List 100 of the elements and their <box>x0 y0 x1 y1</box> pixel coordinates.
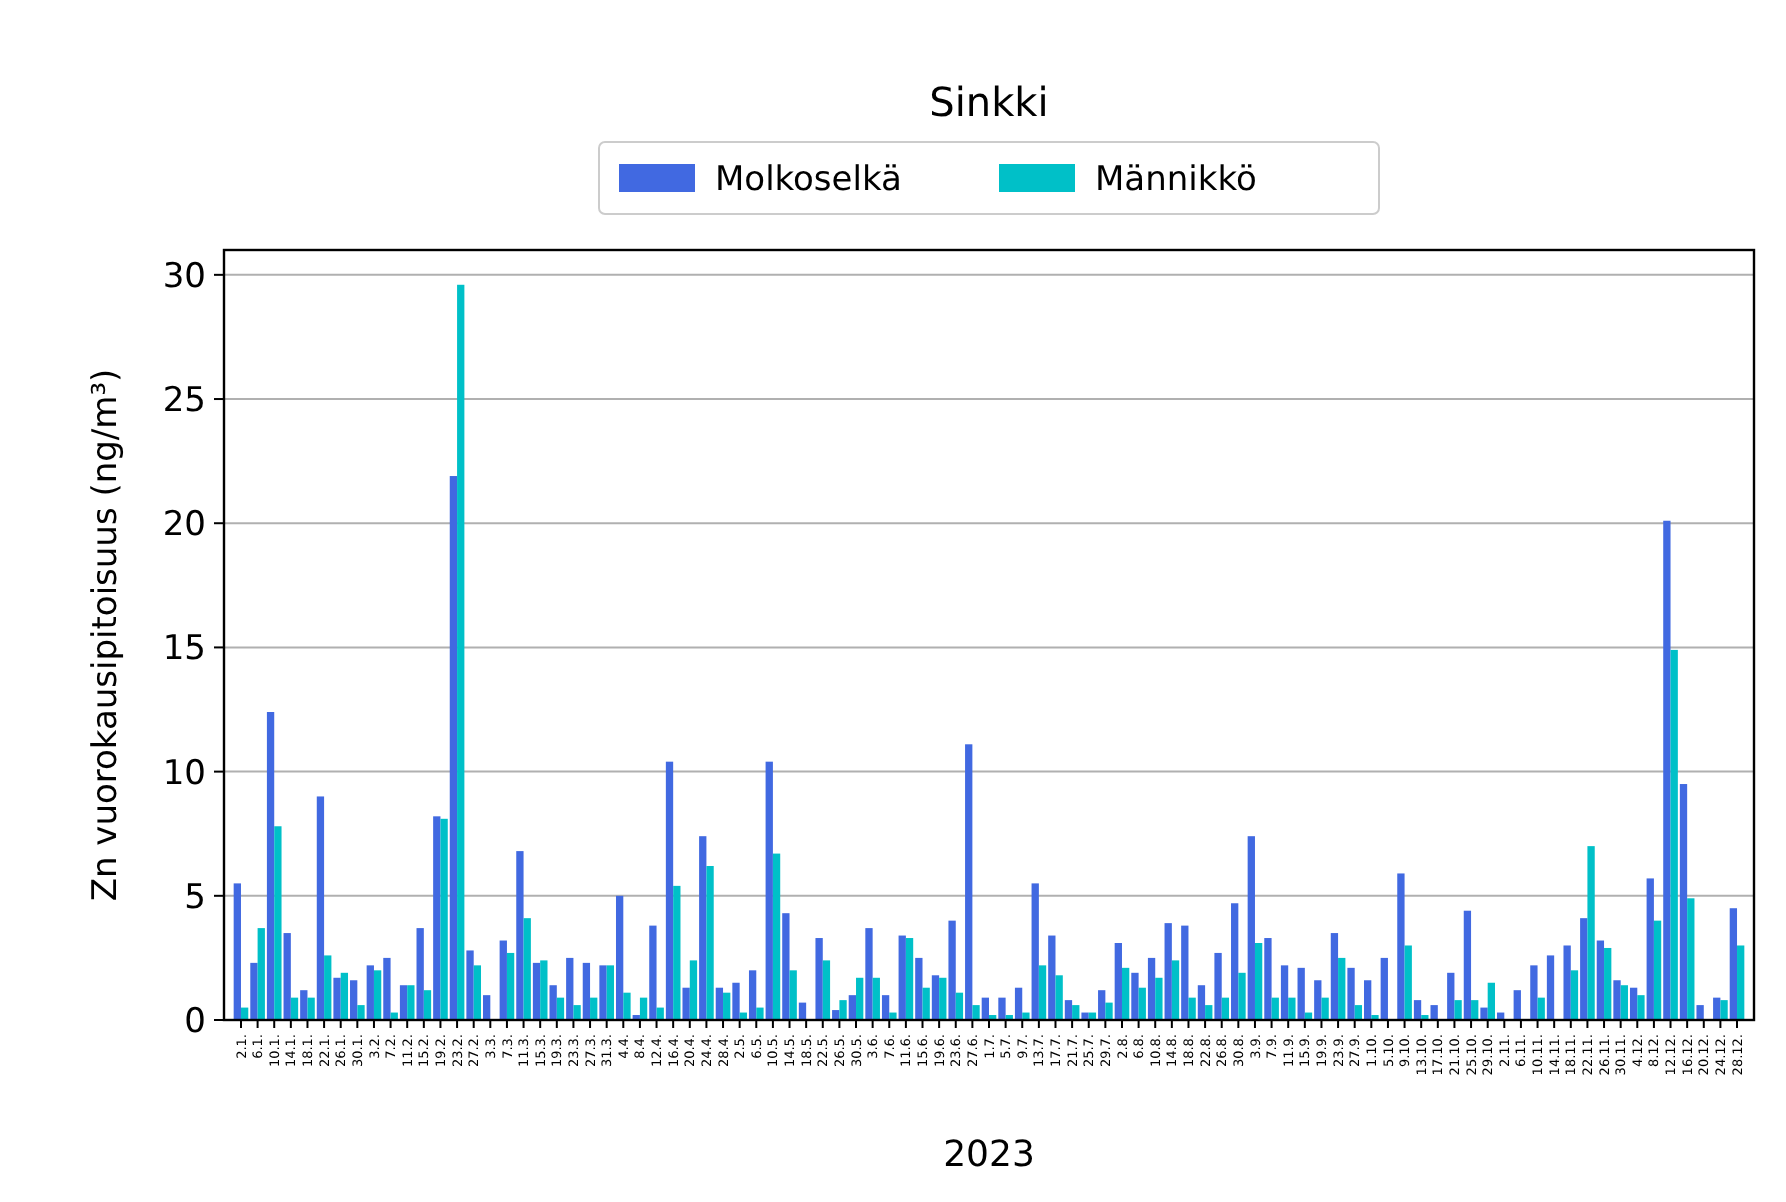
bar <box>383 957 391 1020</box>
bar <box>1380 957 1388 1020</box>
bar <box>699 836 707 1020</box>
bar <box>449 476 458 1020</box>
bar <box>1038 965 1047 1020</box>
bar <box>1663 520 1671 1020</box>
y-tick-label: 0 <box>184 1001 206 1042</box>
bar <box>1513 990 1521 1020</box>
bar <box>333 977 341 1020</box>
bar <box>1072 1005 1080 1020</box>
bar <box>357 1005 365 1020</box>
bar <box>566 957 574 1020</box>
bar <box>590 997 598 1020</box>
bar <box>922 987 930 1020</box>
bar <box>715 987 724 1020</box>
bar <box>1321 997 1329 1020</box>
bar <box>1537 997 1545 1020</box>
bar <box>732 982 740 1020</box>
bar <box>1737 945 1745 1020</box>
bar <box>340 972 349 1020</box>
bar <box>1105 1002 1113 1020</box>
bar <box>955 992 964 1020</box>
bar <box>1238 972 1246 1020</box>
bar <box>689 960 698 1020</box>
bar <box>1138 987 1146 1020</box>
bar <box>1171 960 1180 1020</box>
bar <box>1064 1000 1073 1020</box>
y-tick-label: 20 <box>162 505 206 546</box>
bar <box>300 990 308 1020</box>
bar <box>532 962 541 1020</box>
bar <box>1031 883 1039 1020</box>
bar <box>1055 975 1063 1020</box>
bar <box>1713 997 1721 1020</box>
y-axis-title: Zn vuorokausipitoisuus (ng/m³) <box>86 368 126 902</box>
bar <box>1147 957 1156 1020</box>
bar <box>1131 972 1139 1020</box>
bar <box>573 1005 581 1020</box>
bar <box>1604 947 1612 1020</box>
bar <box>1338 957 1346 1020</box>
bar <box>324 955 332 1020</box>
x-axis-title: 2023 <box>943 1134 1035 1176</box>
bar <box>257 928 265 1020</box>
bar <box>499 940 507 1020</box>
bar <box>1563 945 1571 1020</box>
bar <box>1570 970 1579 1020</box>
bar <box>665 761 674 1020</box>
bar <box>872 977 880 1020</box>
bar <box>1687 898 1695 1020</box>
bar <box>1696 1005 1704 1020</box>
bar <box>939 977 947 1020</box>
bar <box>1314 980 1322 1020</box>
y-tick-label: 30 <box>162 256 206 297</box>
bar <box>623 992 631 1020</box>
bar <box>1155 977 1163 1020</box>
bar <box>407 985 415 1020</box>
bar <box>250 962 258 1020</box>
bar <box>416 928 424 1020</box>
bar <box>772 853 781 1020</box>
bar <box>848 995 857 1020</box>
bar <box>915 957 923 1020</box>
bar <box>266 712 275 1020</box>
bar <box>1271 997 1279 1020</box>
bar <box>274 826 282 1020</box>
legend-label: Molkoselkä <box>715 159 902 200</box>
bar <box>839 1000 847 1020</box>
bar <box>516 851 524 1020</box>
bar <box>1014 987 1023 1020</box>
bar <box>948 920 956 1020</box>
bar <box>756 1007 764 1020</box>
bar <box>789 970 797 1020</box>
bar <box>965 744 973 1020</box>
bar <box>1214 952 1222 1020</box>
bar <box>606 965 614 1020</box>
bar <box>1596 940 1605 1020</box>
bar <box>1653 920 1662 1020</box>
y-tick-label: 25 <box>162 380 206 421</box>
bar <box>1580 918 1588 1020</box>
bar <box>283 933 291 1020</box>
bar <box>1264 938 1272 1020</box>
bar <box>748 970 757 1020</box>
bar <box>881 995 890 1020</box>
bar <box>615 895 624 1020</box>
bar <box>1447 972 1455 1020</box>
bar <box>473 965 482 1020</box>
bar <box>599 965 607 1020</box>
bar <box>1114 943 1122 1020</box>
bar <box>931 975 940 1020</box>
bar <box>307 997 315 1020</box>
bar <box>1546 955 1555 1020</box>
bar <box>1231 903 1239 1020</box>
bar <box>1288 997 1296 1020</box>
bar <box>1280 965 1289 1020</box>
chart-title: Sinkki <box>929 78 1049 126</box>
bar <box>1197 985 1206 1020</box>
y-tick-label: 10 <box>162 753 206 794</box>
bar <box>905 938 914 1020</box>
bar <box>1430 1005 1438 1020</box>
y-tick-label: 15 <box>162 629 206 670</box>
bar <box>506 952 515 1020</box>
bar <box>1629 987 1638 1020</box>
